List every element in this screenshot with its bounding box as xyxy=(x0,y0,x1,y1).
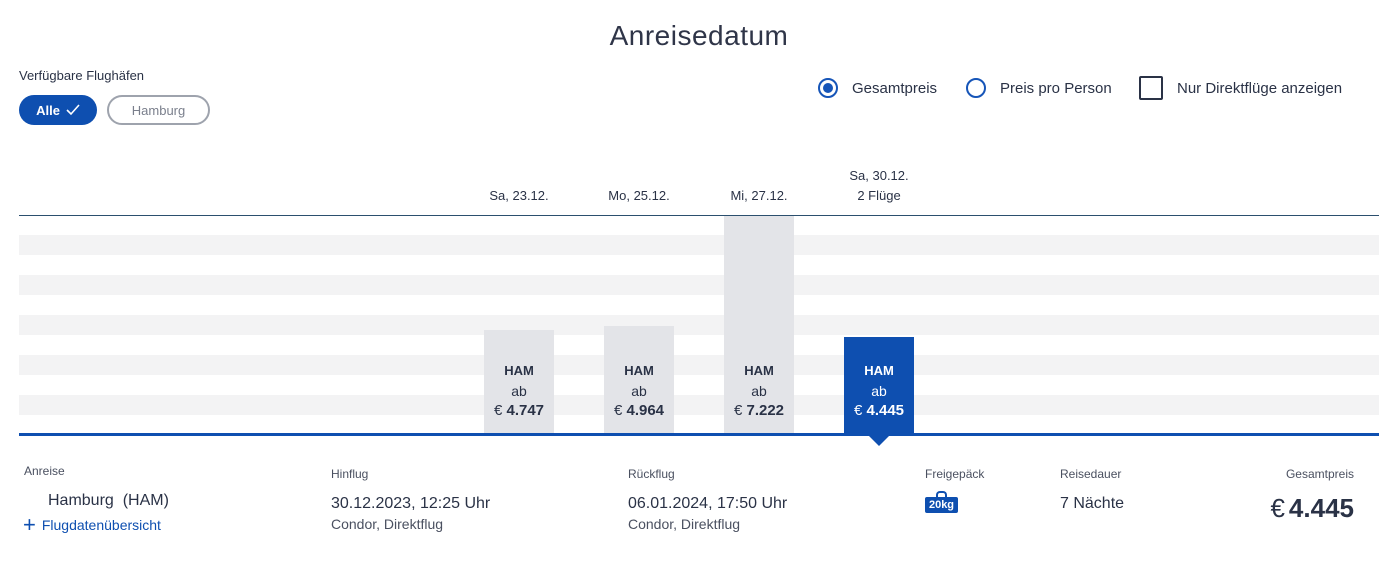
rueckflug-label: Rückflug xyxy=(628,467,675,481)
selected-pointer-icon xyxy=(869,436,889,446)
total-price-label: Gesamtpreis xyxy=(1285,467,1354,481)
rueckflug-value: 06.01.2024, 17:50 Uhr xyxy=(628,495,788,512)
baggage-icon: 20kg xyxy=(925,491,958,513)
date-bar-2[interactable]: HAM ab € 7.222 xyxy=(724,216,794,433)
bar-airport-code: HAM xyxy=(624,363,654,378)
date-price-chart: Sa, 23.12. Mo, 25.12. Mi, 27.12. Sa, 30.… xyxy=(19,160,1379,446)
checkbox-direct-only[interactable]: Nur Direktflüge anzeigen xyxy=(1139,76,1342,100)
bar-airport-code: HAM xyxy=(864,363,894,378)
hinflug-airline: Condor, Direktflug xyxy=(331,516,444,532)
total-currency: € xyxy=(1270,493,1285,523)
chart-stripe xyxy=(19,395,1379,415)
bar-from-label: ab xyxy=(871,383,887,399)
bar-currency: € xyxy=(613,402,623,419)
bar-price: 4.964 xyxy=(626,402,665,419)
date-bar-3-selected[interactable]: HAM ab € 4.445 xyxy=(844,337,914,433)
total-price: €4.445 xyxy=(1270,493,1354,524)
chart-bottom-line xyxy=(19,433,1379,436)
airport-filter-all[interactable]: Alle xyxy=(19,95,97,125)
chart-stripe xyxy=(19,275,1379,295)
bar-price: 4.445 xyxy=(866,402,905,419)
bar-airport-code: HAM xyxy=(504,363,534,378)
hinflug-label: Hinflug xyxy=(331,467,369,481)
date-text: Mi, 27.12. xyxy=(730,188,788,203)
date-bar-0[interactable]: HAM ab € 4.747 xyxy=(484,330,554,433)
bar-currency: € xyxy=(493,402,503,419)
baggage-weight: 20kg xyxy=(925,497,958,513)
bar-airport-code: HAM xyxy=(744,363,774,378)
bar-from-label: ab xyxy=(511,383,527,399)
flight-overview-link-label: Flugdatenübersicht xyxy=(41,517,161,533)
hinflug-value: 30.12.2023, 12:25 Uhr xyxy=(331,495,491,512)
chart-stripe xyxy=(19,315,1379,335)
duration-value: 7 Nächte xyxy=(1060,495,1125,512)
date-label-1: Mo, 25.12. xyxy=(579,186,699,206)
flight-overview-link[interactable]: + Flugdatenübersicht xyxy=(23,512,161,537)
total-price-value: 4.445 xyxy=(1288,493,1354,523)
page-title: Anreisedatum xyxy=(609,20,789,51)
bar-currency: € xyxy=(853,402,863,419)
radio-checked-icon xyxy=(818,78,838,98)
radio-price-per-person-label: Preis pro Person xyxy=(1000,79,1112,97)
chart-stripe xyxy=(19,235,1379,255)
bar-from-label: ab xyxy=(751,383,767,399)
bar-price: 7.222 xyxy=(746,402,785,419)
flights-count: 2 Flüge xyxy=(857,188,901,203)
bar-from-label: ab xyxy=(631,383,647,399)
chart-top-line xyxy=(19,215,1379,216)
radio-price-per-person[interactable]: Preis pro Person xyxy=(966,76,1112,100)
plus-icon: + xyxy=(23,512,36,537)
date-label-2: Mi, 27.12. xyxy=(699,186,819,206)
checkbox-icon xyxy=(1139,76,1163,100)
date-text: Mo, 25.12. xyxy=(608,188,670,203)
airport-filter-all-label: Alle xyxy=(36,102,60,118)
rueckflug-airline: Condor, Direktflug xyxy=(628,516,741,532)
radio-total-price-label: Gesamtpreis xyxy=(852,79,938,97)
date-bar-1[interactable]: HAM ab € 4.964 xyxy=(604,326,674,433)
check-icon xyxy=(66,104,80,116)
airports-label: Verfügbare Flughäfen xyxy=(19,68,145,83)
anreise-value: Hamburg (HAM) xyxy=(48,492,169,509)
chart-stripe xyxy=(19,355,1379,375)
radio-total-price[interactable]: Gesamtpreis xyxy=(818,76,937,100)
radio-unchecked-icon xyxy=(966,78,986,98)
anreise-label: Anreise xyxy=(24,464,65,478)
date-label-0: Sa, 23.12. xyxy=(459,186,579,206)
date-label-3: Sa, 30.12. 2 Flüge xyxy=(819,166,939,206)
date-text: Sa, 23.12. xyxy=(489,188,549,203)
checkbox-direct-only-label: Nur Direktflüge anzeigen xyxy=(1177,79,1343,97)
baggage-label: Freigepäck xyxy=(925,467,985,481)
bar-price: 4.747 xyxy=(506,402,545,419)
date-text: Sa, 30.12. xyxy=(849,168,909,183)
airport-filter-hamburg[interactable]: Hamburg xyxy=(107,95,210,125)
duration-label: Reisedauer xyxy=(1060,467,1122,481)
bar-currency: € xyxy=(733,402,743,419)
